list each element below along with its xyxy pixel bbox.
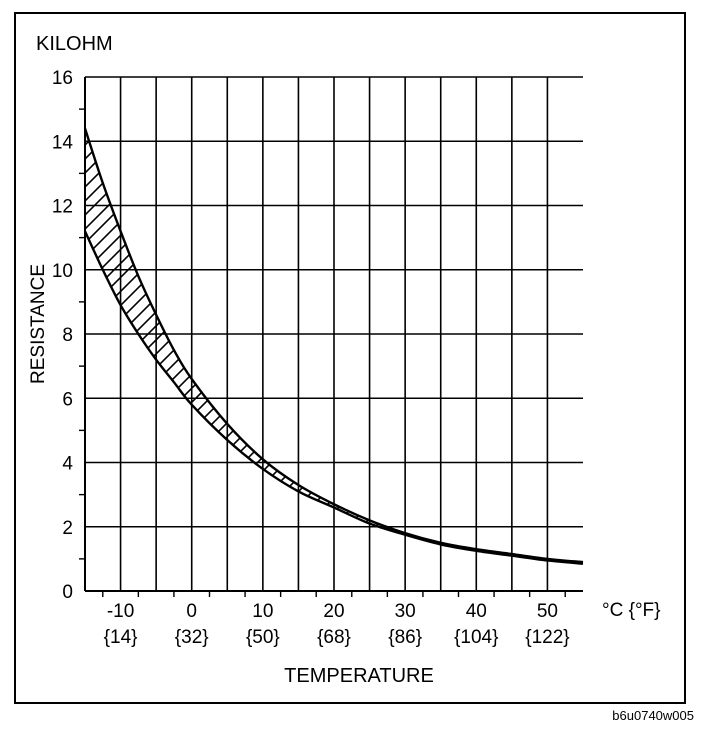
lower-resistance-curve	[83, 230, 584, 565]
upper-resistance-curve	[83, 128, 584, 564]
x-tick-label-fahrenheit: {50}	[246, 627, 280, 648]
resistance-curves	[83, 128, 584, 565]
hatch-line	[0, 77, 27, 591]
y-tick-label: 16	[52, 68, 73, 89]
figure-code: b6u0740w005	[612, 708, 694, 723]
y-tick-label: 10	[52, 261, 73, 282]
x-tick-label: 20	[323, 601, 344, 622]
y-tick-label: 2	[62, 518, 73, 539]
y-tick-label: 14	[52, 132, 74, 153]
x-unit-label: °C {°F}	[602, 600, 661, 621]
x-tick-label-fahrenheit: {86}	[388, 627, 422, 648]
x-tick-label-fahrenheit: {122}	[525, 627, 569, 648]
chart-frame	[14, 12, 686, 704]
hatch-line	[675, 77, 704, 591]
x-axis-title: TEMPERATURE	[284, 665, 434, 687]
hatch-line	[605, 77, 704, 591]
y-tick-label: 8	[62, 325, 73, 346]
x-tick-label-fahrenheit: {68}	[317, 627, 351, 648]
plot-axes	[79, 77, 583, 597]
x-tick-label: 0	[186, 601, 197, 622]
hatch-line	[633, 77, 704, 591]
x-tick-label: 40	[466, 601, 487, 622]
hatch-line	[576, 128, 583, 564]
hatch-line	[562, 128, 583, 564]
x-tick-label: 10	[252, 601, 273, 622]
hatch-line	[647, 77, 704, 591]
hatch-line	[661, 77, 704, 591]
x-tick-label-fahrenheit: {14}	[104, 627, 138, 648]
grid-lines	[85, 76, 583, 591]
x-tick-label-fahrenheit: {32}	[175, 627, 209, 648]
y-tick-label: 0	[62, 582, 73, 603]
axis-labels: 0 2 4 6 8 10 12 14 16 -10 {14} 0 {32} 10 {50} 20 {68} 30 {…	[28, 33, 661, 687]
x-tick-label: 50	[537, 601, 558, 622]
y-axis-title: RESISTANCE	[28, 264, 49, 384]
y-tick-label: 12	[52, 197, 73, 218]
y-tick-label: 6	[62, 389, 73, 410]
hatch-line	[689, 77, 704, 591]
x-tick-label-fahrenheit: {104}	[454, 627, 498, 648]
y-unit-label: KILOHM	[36, 33, 113, 55]
hatch-line	[619, 77, 704, 591]
hatch-line	[591, 77, 704, 591]
x-tick-label: 30	[395, 601, 416, 622]
x-tick-label: -10	[107, 601, 134, 622]
hatch-line	[0, 77, 13, 591]
y-tick-label: 4	[62, 454, 73, 475]
